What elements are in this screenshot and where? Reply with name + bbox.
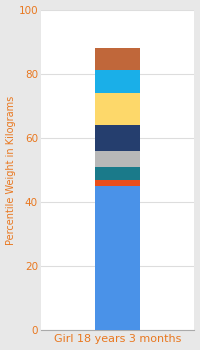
Y-axis label: Percentile Weight in Kilograms: Percentile Weight in Kilograms (6, 95, 16, 245)
Bar (95, 48, 140, 70)
Bar (95, 93, 140, 125)
Bar (95, 180, 140, 186)
Bar (95, 70, 140, 93)
Bar (95, 186, 140, 330)
Bar (95, 150, 140, 167)
Bar (95, 125, 140, 150)
Bar (95, 167, 140, 180)
